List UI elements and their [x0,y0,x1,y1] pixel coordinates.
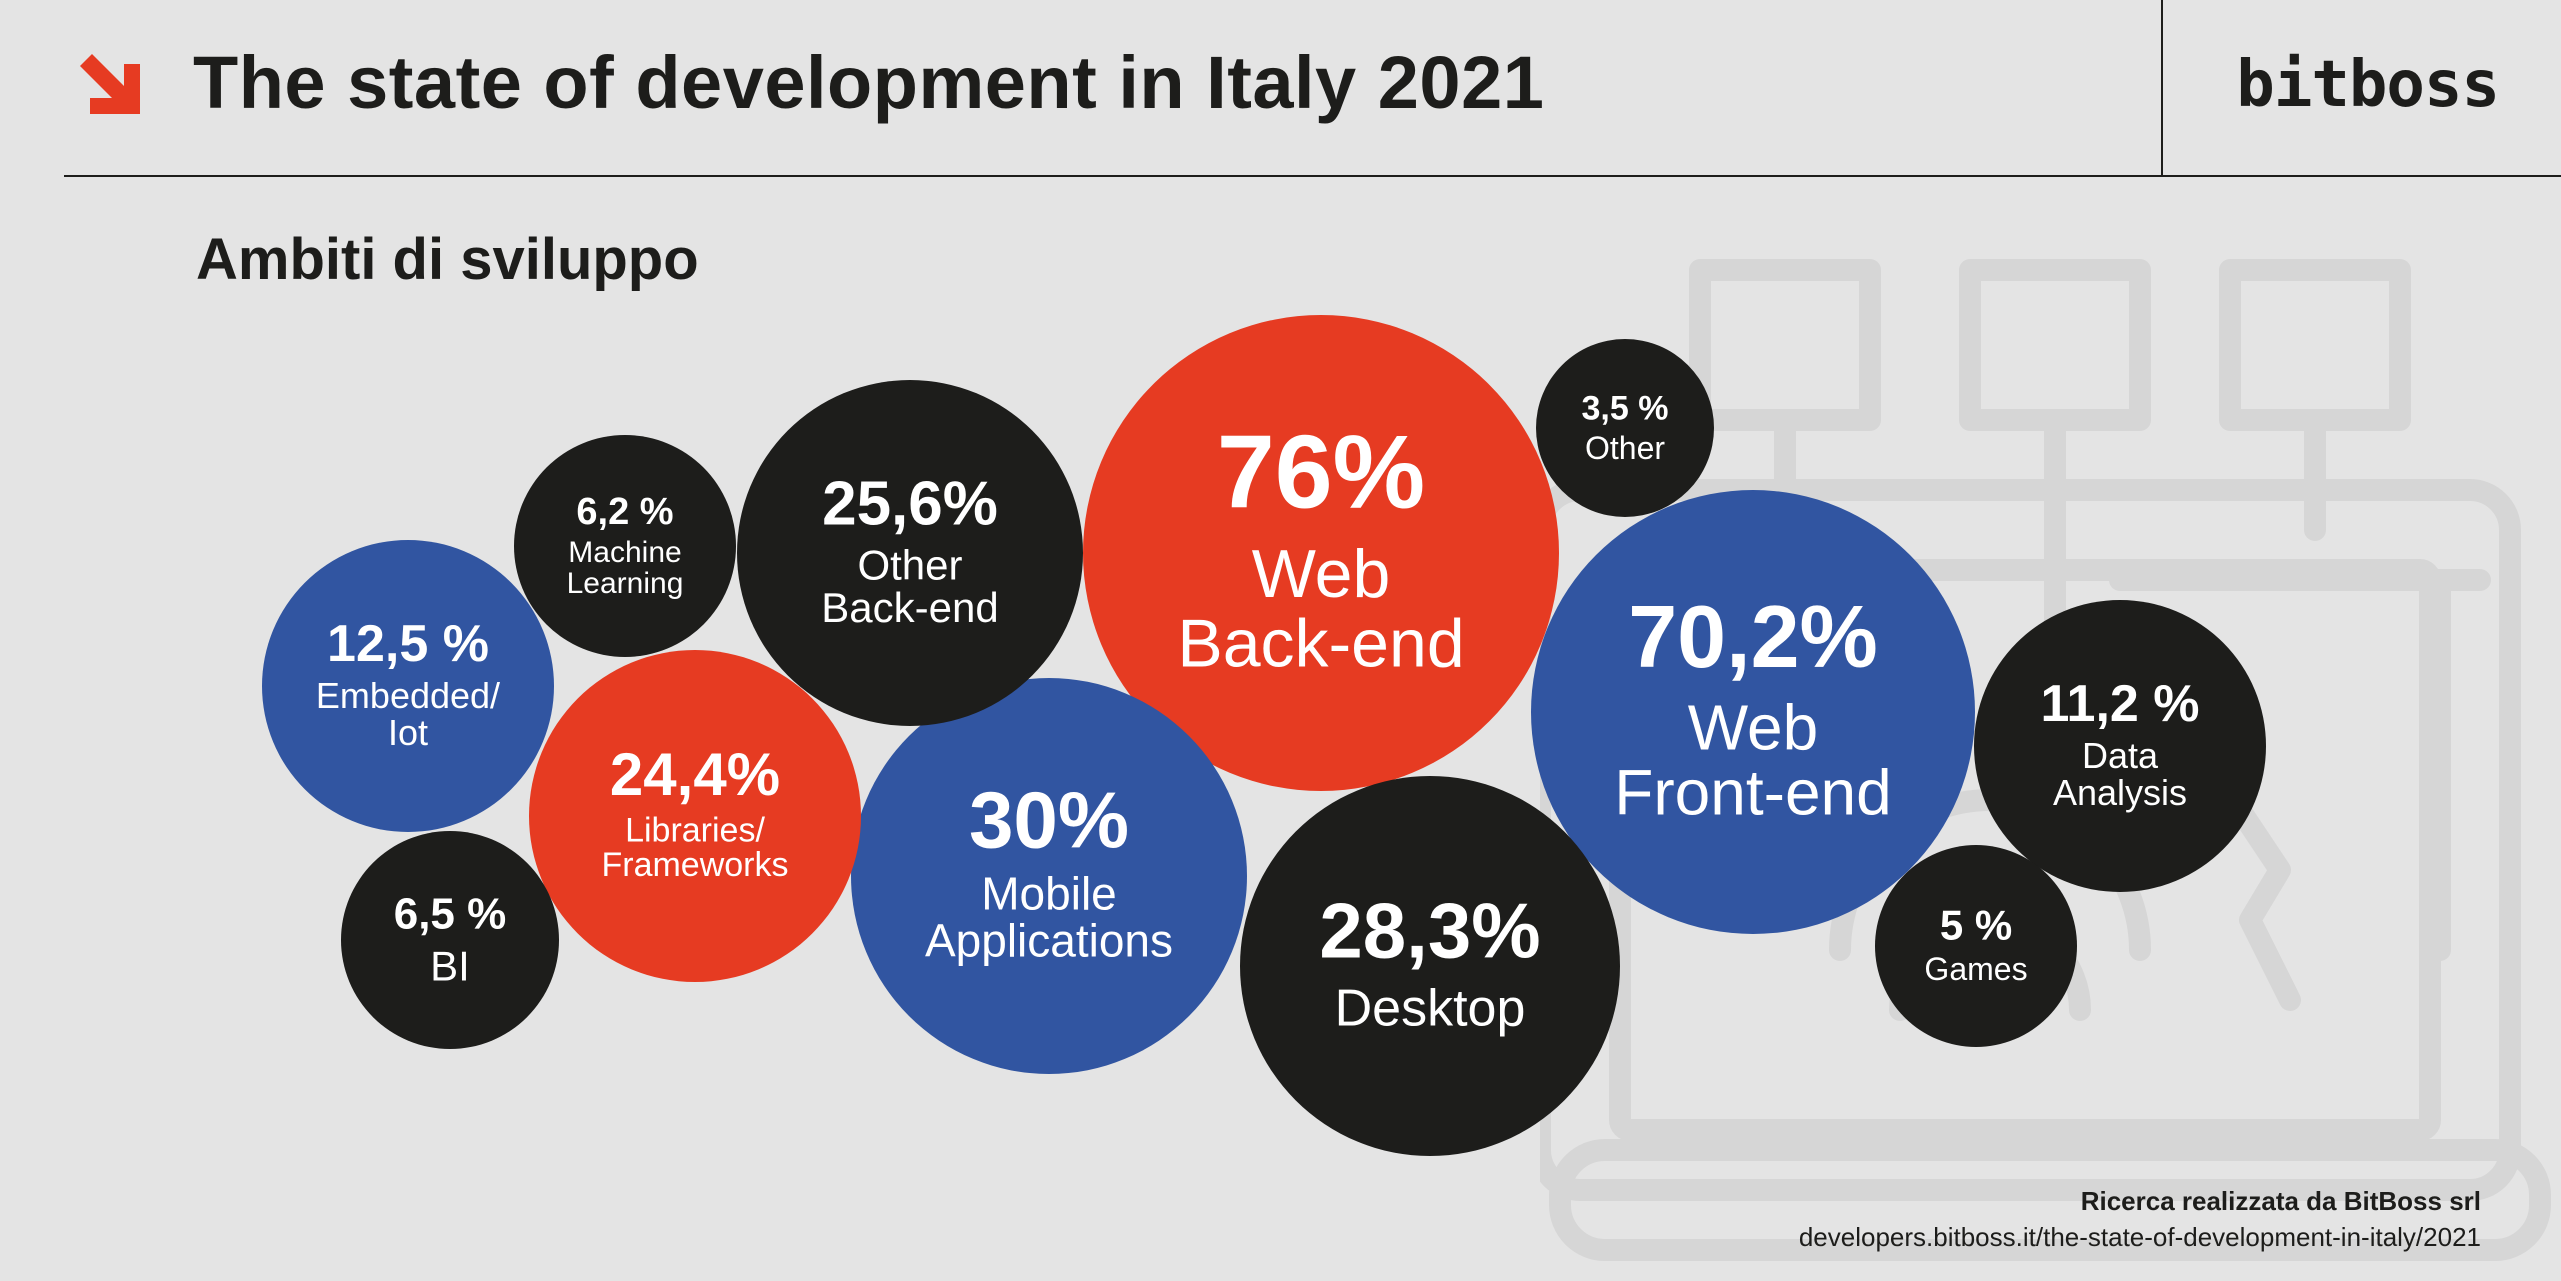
bubble-circle [514,435,736,657]
bubble-category-label: BI [430,942,470,989]
arrow-down-right-icon [80,54,140,114]
bubble-value-label: 6,5 % [394,890,507,939]
bubble-category-label: Games [1924,951,2027,987]
bubble-category-label: Machine [568,536,681,569]
bubble-value-label: 3,5 % [1582,390,1669,428]
bubble-other: 3,5 %Other [1536,339,1714,517]
bubble-circle [529,650,861,982]
bubble-category-label: Analysis [2053,772,2187,813]
bubble-value-label: 70,2% [1628,587,1878,686]
bubble-value-label: 12,5 % [327,615,489,673]
bubble-games: 5 %Games [1875,845,2077,1047]
bubble-category-label: Back-end [1177,605,1464,681]
bubble-value-label: 28,3% [1319,886,1540,974]
bubble-category-label: Iot [388,712,428,753]
bubble-circle [737,380,1083,726]
bubble-circle [341,831,559,1049]
bubble-circle [1240,776,1620,1156]
bubble-value-label: 24,4% [610,741,780,808]
bubble-value-label: 25,6% [822,469,998,538]
bubble-value-label: 30% [969,775,1129,864]
bubble-desktop: 28,3% Desktop [1240,776,1620,1156]
bubble-category-label: Data [2082,735,2159,776]
bubble-category-label: Front-end [1614,757,1891,829]
bubble-category-label: Mobile [981,868,1117,920]
header-divider [64,175,2561,177]
bubble-libraries-frameworks: 24,4%Libraries/Frameworks [529,650,861,982]
header: The state of development in Italy 2021 b… [0,0,2561,177]
bubble-circle [1531,490,1975,934]
bubble-category-label: Frameworks [601,846,788,884]
chart-subtitle: Ambiti di sviluppo [196,227,699,292]
bubble-circle [1974,600,2266,892]
bubble-category-label: Web [1252,536,1391,612]
footer-credit: Ricerca realizzata da BitBoss srl [2080,1186,2481,1216]
header-divider-vertical [2161,0,2163,176]
bubble-category-label: Desktop [1335,980,1526,1038]
bubble-value-label: 76% [1217,415,1425,531]
brand-logo[interactable]: bitboss [2236,48,2500,122]
bubble-category-label: Embedded/ [316,675,500,716]
bubble-category-label: Other [857,541,962,588]
bubble-category-label: Libraries/ [625,811,765,849]
bubble-value-label: 11,2 % [2040,675,2199,733]
bubble-category-label: Other [1585,430,1665,466]
bubble-circle [851,678,1247,1074]
bubble-embedded-iot: 12,5 %Embedded/Iot [262,540,554,832]
bubble-category-label: Applications [925,915,1173,967]
page-title: The state of development in Italy 2021 [193,41,1545,124]
bubble-circle [262,540,554,832]
bubble-circle [1083,315,1559,791]
bubble-category-label: Web [1688,691,1818,763]
bubble-circle [1536,339,1714,517]
footer-url[interactable]: developers.bitboss.it/the-state-of-devel… [1798,1222,2481,1252]
bubble-value-label: 5 % [1940,901,2012,948]
bubble-category-label: Back-end [821,584,998,631]
bubble-circle [1875,845,2077,1047]
bubble-bi: 6,5 %BI [341,831,559,1049]
bubble-value-label: 6,2 % [576,491,673,533]
bubble-category-label: Learning [567,567,684,600]
